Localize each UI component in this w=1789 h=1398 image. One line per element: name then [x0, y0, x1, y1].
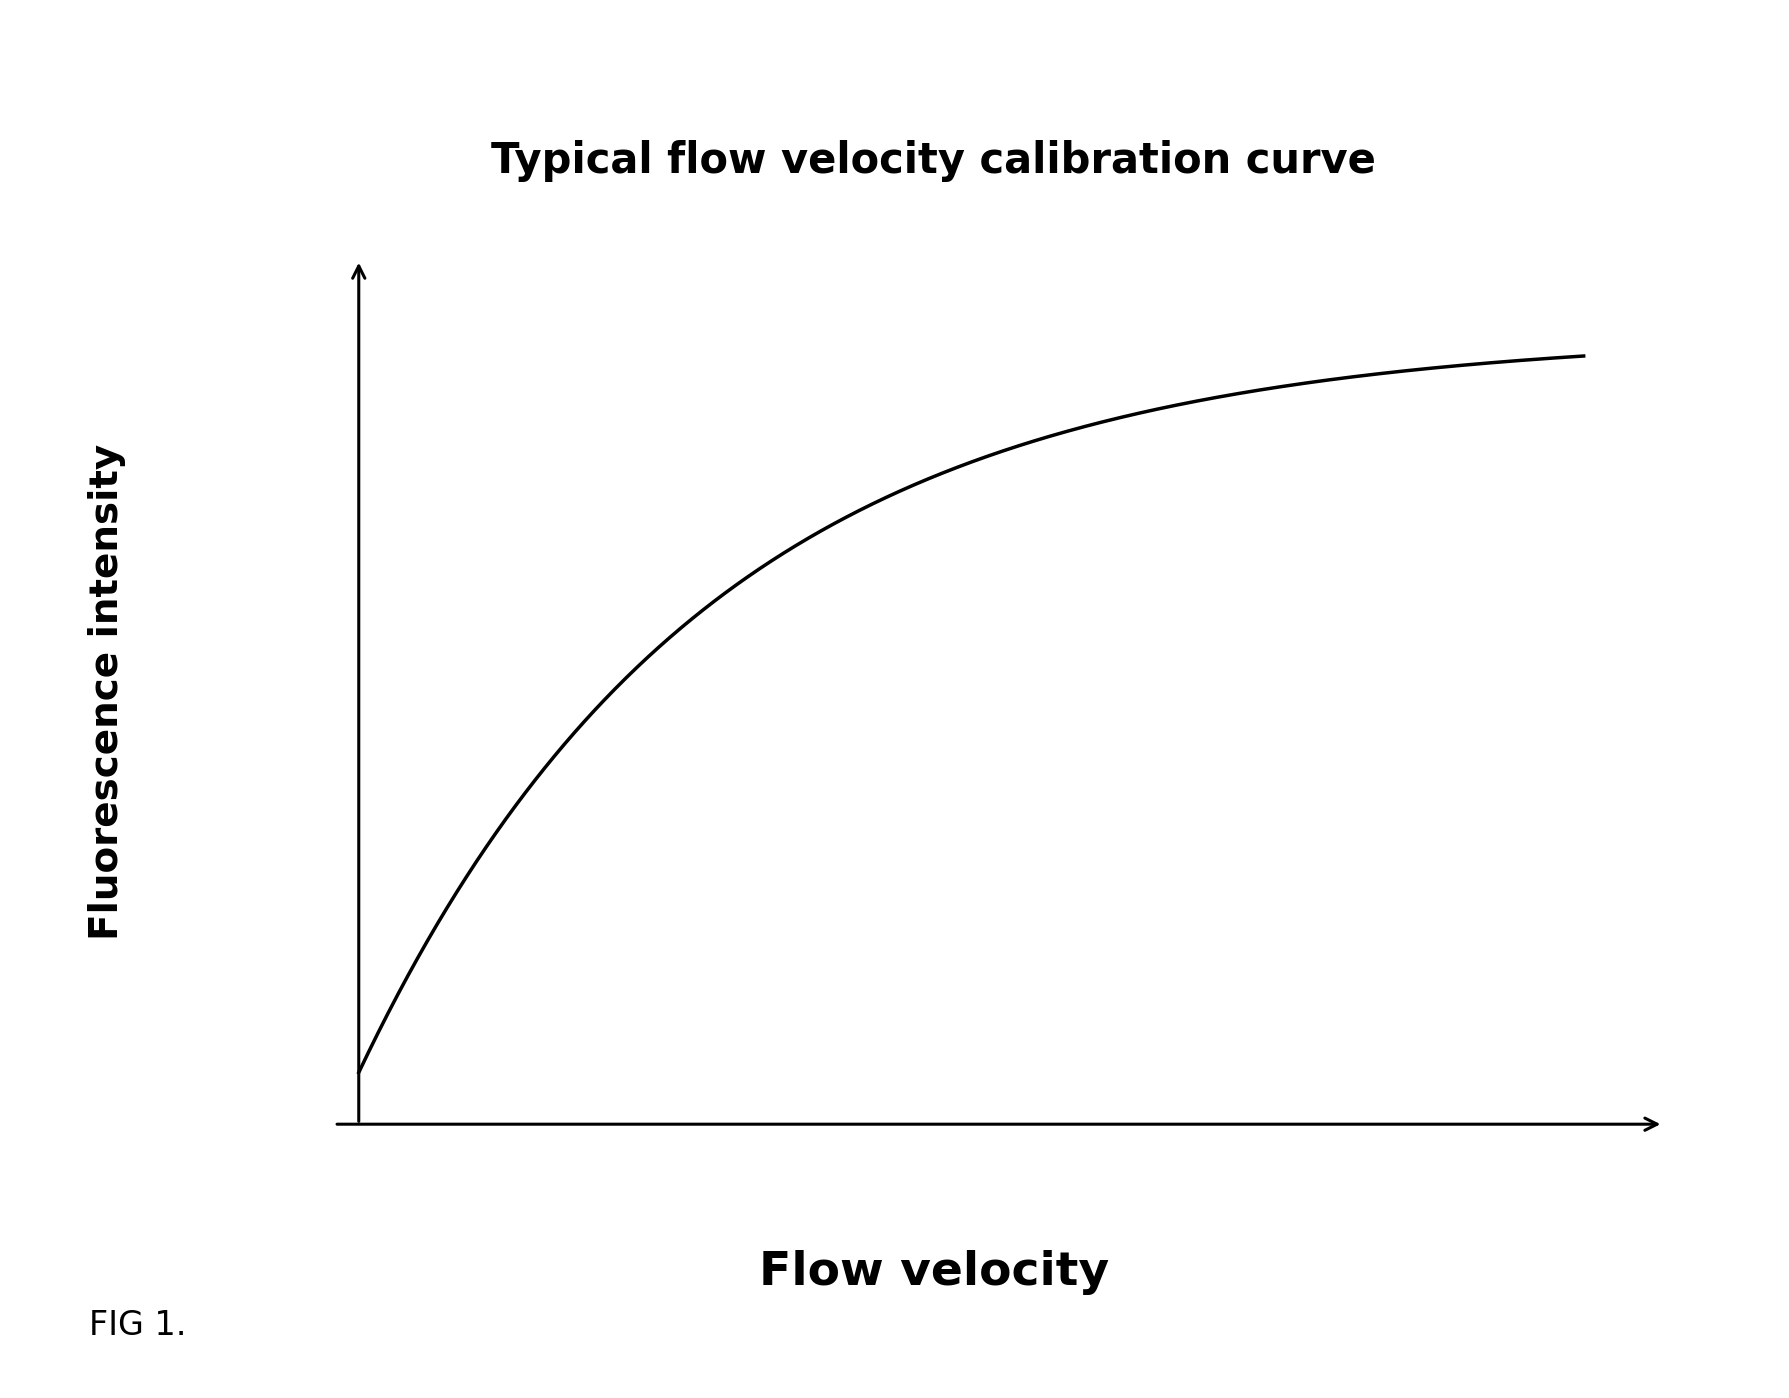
Text: Flow velocity: Flow velocity — [759, 1250, 1109, 1295]
Text: Typical flow velocity calibration curve: Typical flow velocity calibration curve — [492, 140, 1376, 182]
Text: FIG 1.: FIG 1. — [89, 1309, 186, 1342]
Text: Fluorescence intensity: Fluorescence intensity — [88, 445, 127, 939]
